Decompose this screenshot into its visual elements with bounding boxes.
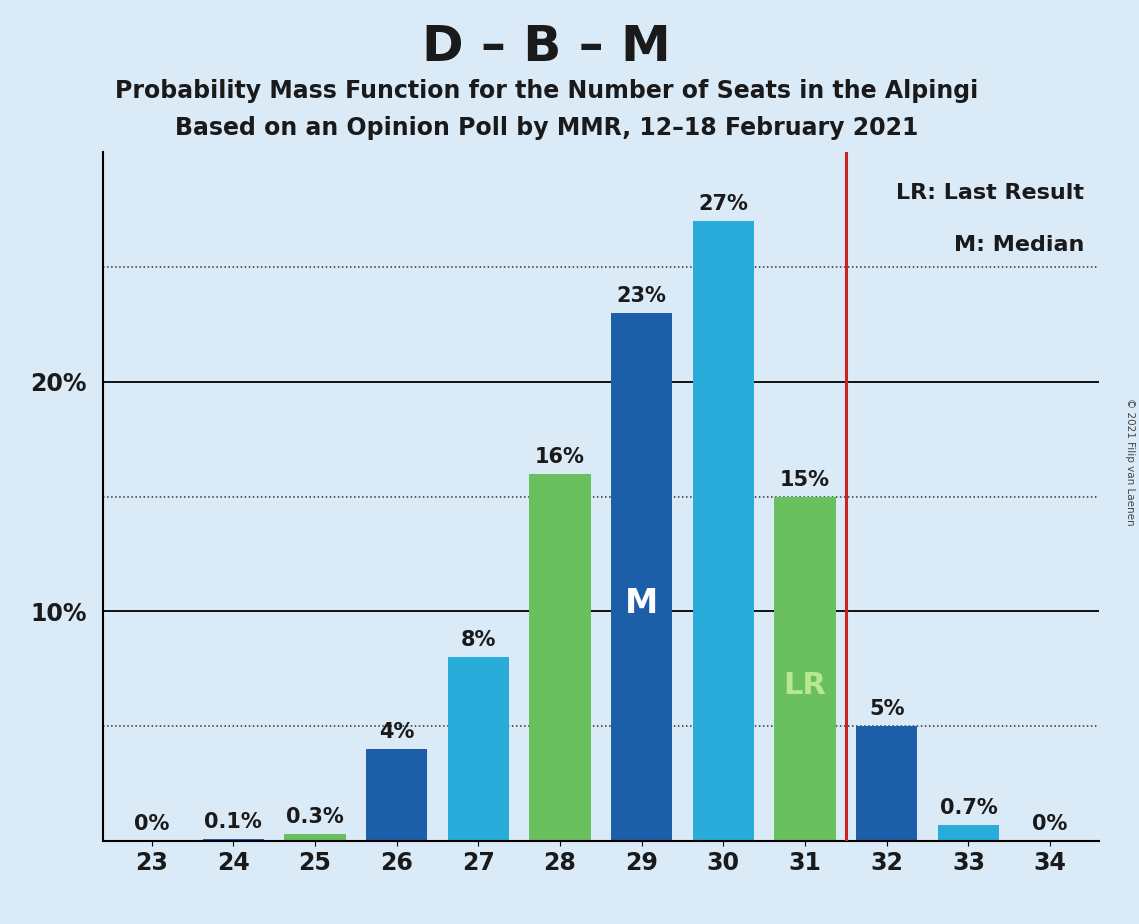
Text: D – B – M: D – B – M <box>423 23 671 71</box>
Text: 0%: 0% <box>1032 814 1067 834</box>
Bar <box>530 474 591 841</box>
Text: Based on an Opinion Poll by MMR, 12–18 February 2021: Based on an Opinion Poll by MMR, 12–18 F… <box>175 116 918 140</box>
Bar <box>611 313 672 841</box>
Text: 16%: 16% <box>535 447 585 467</box>
Text: M: M <box>625 587 658 620</box>
Bar <box>448 657 509 841</box>
Bar <box>693 222 754 841</box>
Text: 23%: 23% <box>616 286 666 306</box>
Text: LR: Last Result: LR: Last Result <box>896 184 1084 203</box>
Text: 0.3%: 0.3% <box>286 807 344 827</box>
Text: LR: LR <box>784 672 827 700</box>
Bar <box>857 726 917 841</box>
Bar <box>285 834 345 841</box>
Bar <box>366 749 427 841</box>
Text: © 2021 Filip van Laenen: © 2021 Filip van Laenen <box>1125 398 1134 526</box>
Text: 0%: 0% <box>134 814 170 834</box>
Text: 27%: 27% <box>698 194 748 214</box>
Text: 4%: 4% <box>379 723 415 742</box>
Text: Probability Mass Function for the Number of Seats in the Alpingi: Probability Mass Function for the Number… <box>115 79 978 103</box>
Text: 0.1%: 0.1% <box>204 811 262 832</box>
Text: M: Median: M: Median <box>953 235 1084 255</box>
Text: 8%: 8% <box>460 630 495 650</box>
Text: 15%: 15% <box>780 469 830 490</box>
Bar <box>775 497 836 841</box>
Bar <box>937 825 999 841</box>
Text: 0.7%: 0.7% <box>940 798 998 818</box>
Text: 5%: 5% <box>869 699 904 719</box>
Bar <box>203 839 264 841</box>
